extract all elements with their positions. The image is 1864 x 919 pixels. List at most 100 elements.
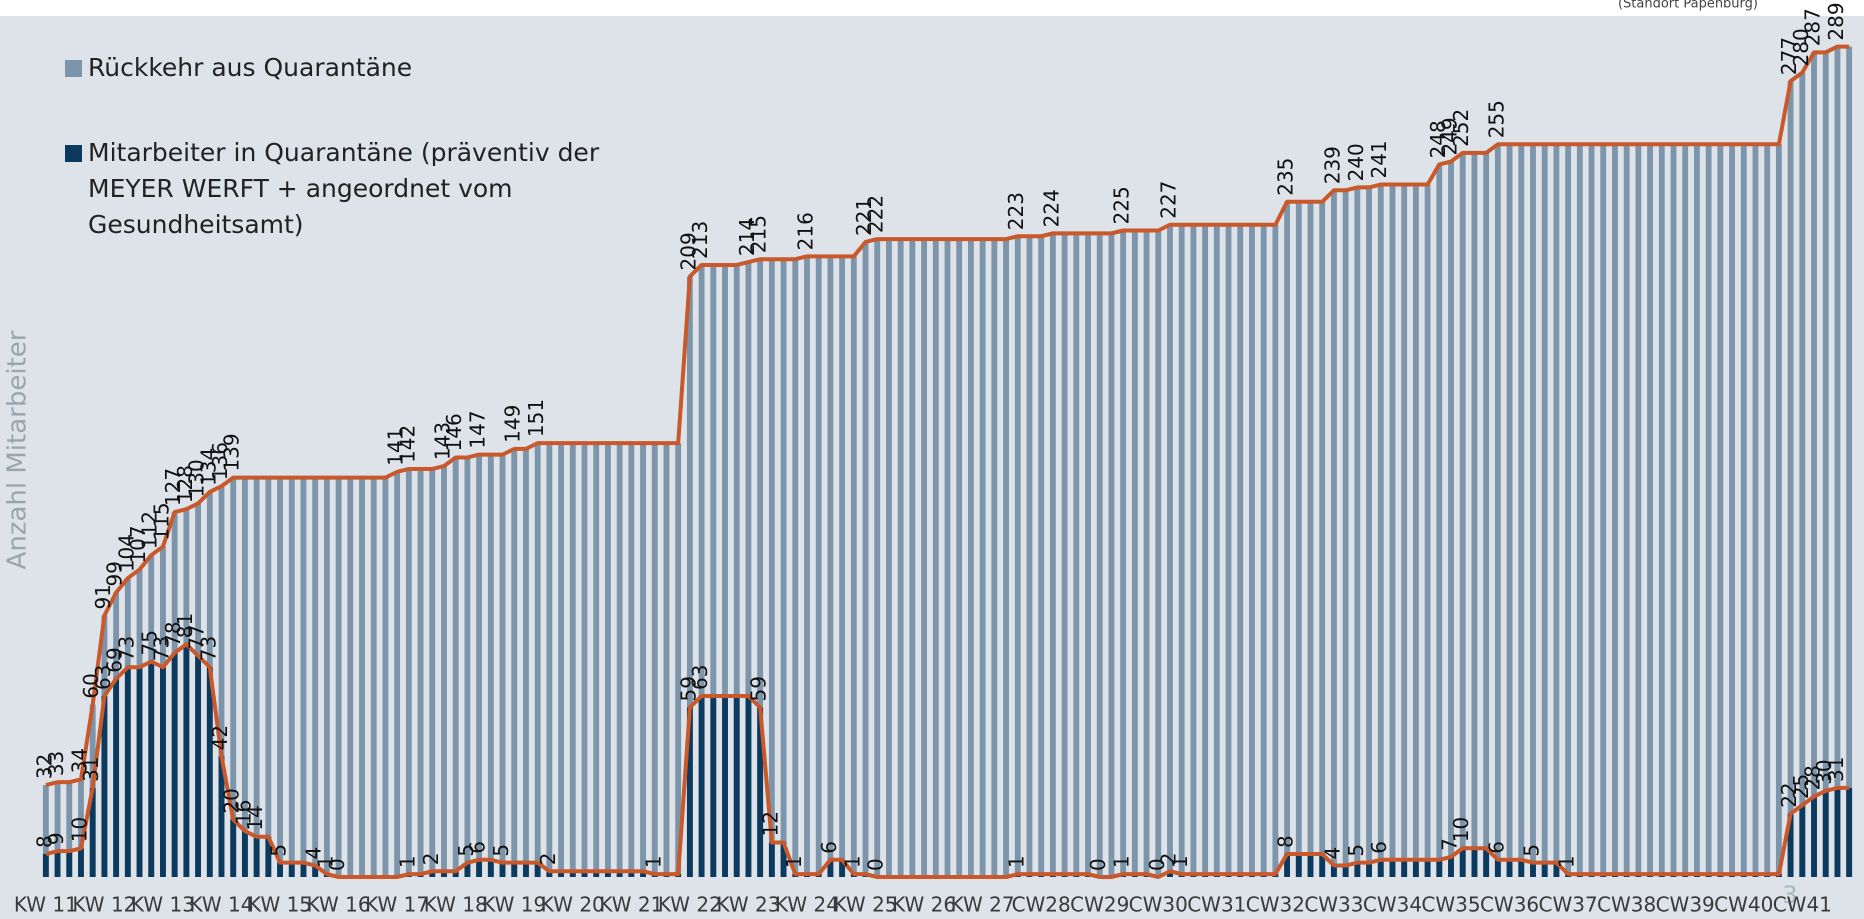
bar <box>1846 46 1853 877</box>
bar <box>206 667 213 877</box>
bar <box>1026 236 1033 877</box>
x-tick-label: KW 15 <box>248 893 312 917</box>
bar <box>1787 813 1794 877</box>
data-label: 5 <box>1519 844 1543 857</box>
bar <box>1307 854 1314 877</box>
data-label: 32 <box>32 754 56 779</box>
bar <box>839 859 846 877</box>
data-label: 30 <box>1812 759 1836 784</box>
bar <box>663 443 670 877</box>
bar <box>1284 201 1291 877</box>
bar <box>722 264 728 878</box>
bar <box>581 871 588 877</box>
bar <box>628 443 635 877</box>
bar <box>1541 862 1548 877</box>
bar <box>1518 859 1525 877</box>
bar <box>967 239 974 877</box>
bar <box>66 851 73 877</box>
data-label: 6 <box>817 841 841 854</box>
bar <box>1330 190 1337 878</box>
bar <box>1541 144 1548 878</box>
bar <box>523 448 529 877</box>
bar <box>1846 787 1853 877</box>
bar <box>253 477 260 877</box>
data-label: 77 <box>185 624 209 649</box>
bar <box>1682 144 1689 878</box>
data-label: 224 <box>1039 189 1063 227</box>
bar <box>1049 233 1056 877</box>
data-label: 75 <box>138 630 162 655</box>
bar <box>593 871 600 877</box>
bar <box>1530 144 1536 878</box>
x-tick-label: KW 25 <box>834 893 898 917</box>
data-label: 8 <box>1274 835 1298 848</box>
bar <box>1787 81 1794 877</box>
bar <box>1436 859 1443 877</box>
bar <box>768 842 775 877</box>
bar <box>441 466 447 877</box>
bar <box>710 695 717 877</box>
bar <box>722 695 728 877</box>
x-tick-label: KW 13 <box>131 893 195 917</box>
bar <box>195 655 202 877</box>
bar <box>1003 239 1009 877</box>
data-label: 6 <box>1367 841 1391 854</box>
bar <box>1506 859 1513 877</box>
data-label: 10 <box>1449 817 1473 842</box>
bar <box>1354 187 1361 877</box>
bar <box>1448 161 1454 878</box>
data-label: 73 <box>196 636 220 661</box>
bar <box>1775 144 1782 878</box>
data-label: 31 <box>79 756 103 781</box>
bar <box>534 443 541 877</box>
bar <box>78 848 84 877</box>
bar <box>1295 201 1302 877</box>
bar <box>1073 233 1080 877</box>
bar <box>874 239 881 877</box>
bar <box>745 262 752 877</box>
bar <box>1483 848 1490 877</box>
bar <box>1155 230 1162 877</box>
bar <box>511 862 518 877</box>
data-label: 7 <box>1438 838 1462 851</box>
bar <box>1342 190 1349 878</box>
data-label: 1 <box>1168 855 1192 868</box>
bar <box>230 477 237 877</box>
data-label: 12 <box>758 811 782 836</box>
bar <box>1506 144 1513 878</box>
bar <box>1014 236 1021 877</box>
bar <box>405 468 412 877</box>
data-label: 136 <box>208 442 232 480</box>
bar <box>546 871 553 877</box>
bar <box>839 256 846 877</box>
bar <box>1178 224 1185 878</box>
data-label: 151 <box>524 399 548 437</box>
data-label: 255 <box>1484 100 1508 138</box>
page-number: 3 <box>1782 881 1797 909</box>
bar <box>1389 184 1396 877</box>
bar <box>698 695 705 877</box>
bar <box>581 443 588 877</box>
bar <box>640 871 646 877</box>
data-label: 239 <box>1320 146 1344 184</box>
bar <box>1436 164 1443 877</box>
bar <box>827 256 834 877</box>
bar <box>710 264 717 878</box>
data-label: 73 <box>114 636 138 661</box>
data-label: 91 <box>91 584 115 609</box>
x-tick-label: KW 17 <box>365 893 429 917</box>
x-tick-label: CW30 <box>1129 893 1188 917</box>
x-tick-label: CW36 <box>1480 893 1539 917</box>
bar <box>1319 854 1326 877</box>
bar <box>42 785 49 877</box>
bar <box>1811 796 1817 877</box>
bar <box>921 239 928 877</box>
bar <box>1459 848 1466 877</box>
bar <box>1061 233 1068 877</box>
data-label: 0 <box>325 858 349 871</box>
bar <box>1494 859 1501 877</box>
bar <box>897 239 904 877</box>
bar <box>1143 230 1150 877</box>
bar <box>850 256 857 877</box>
bar <box>183 644 190 877</box>
